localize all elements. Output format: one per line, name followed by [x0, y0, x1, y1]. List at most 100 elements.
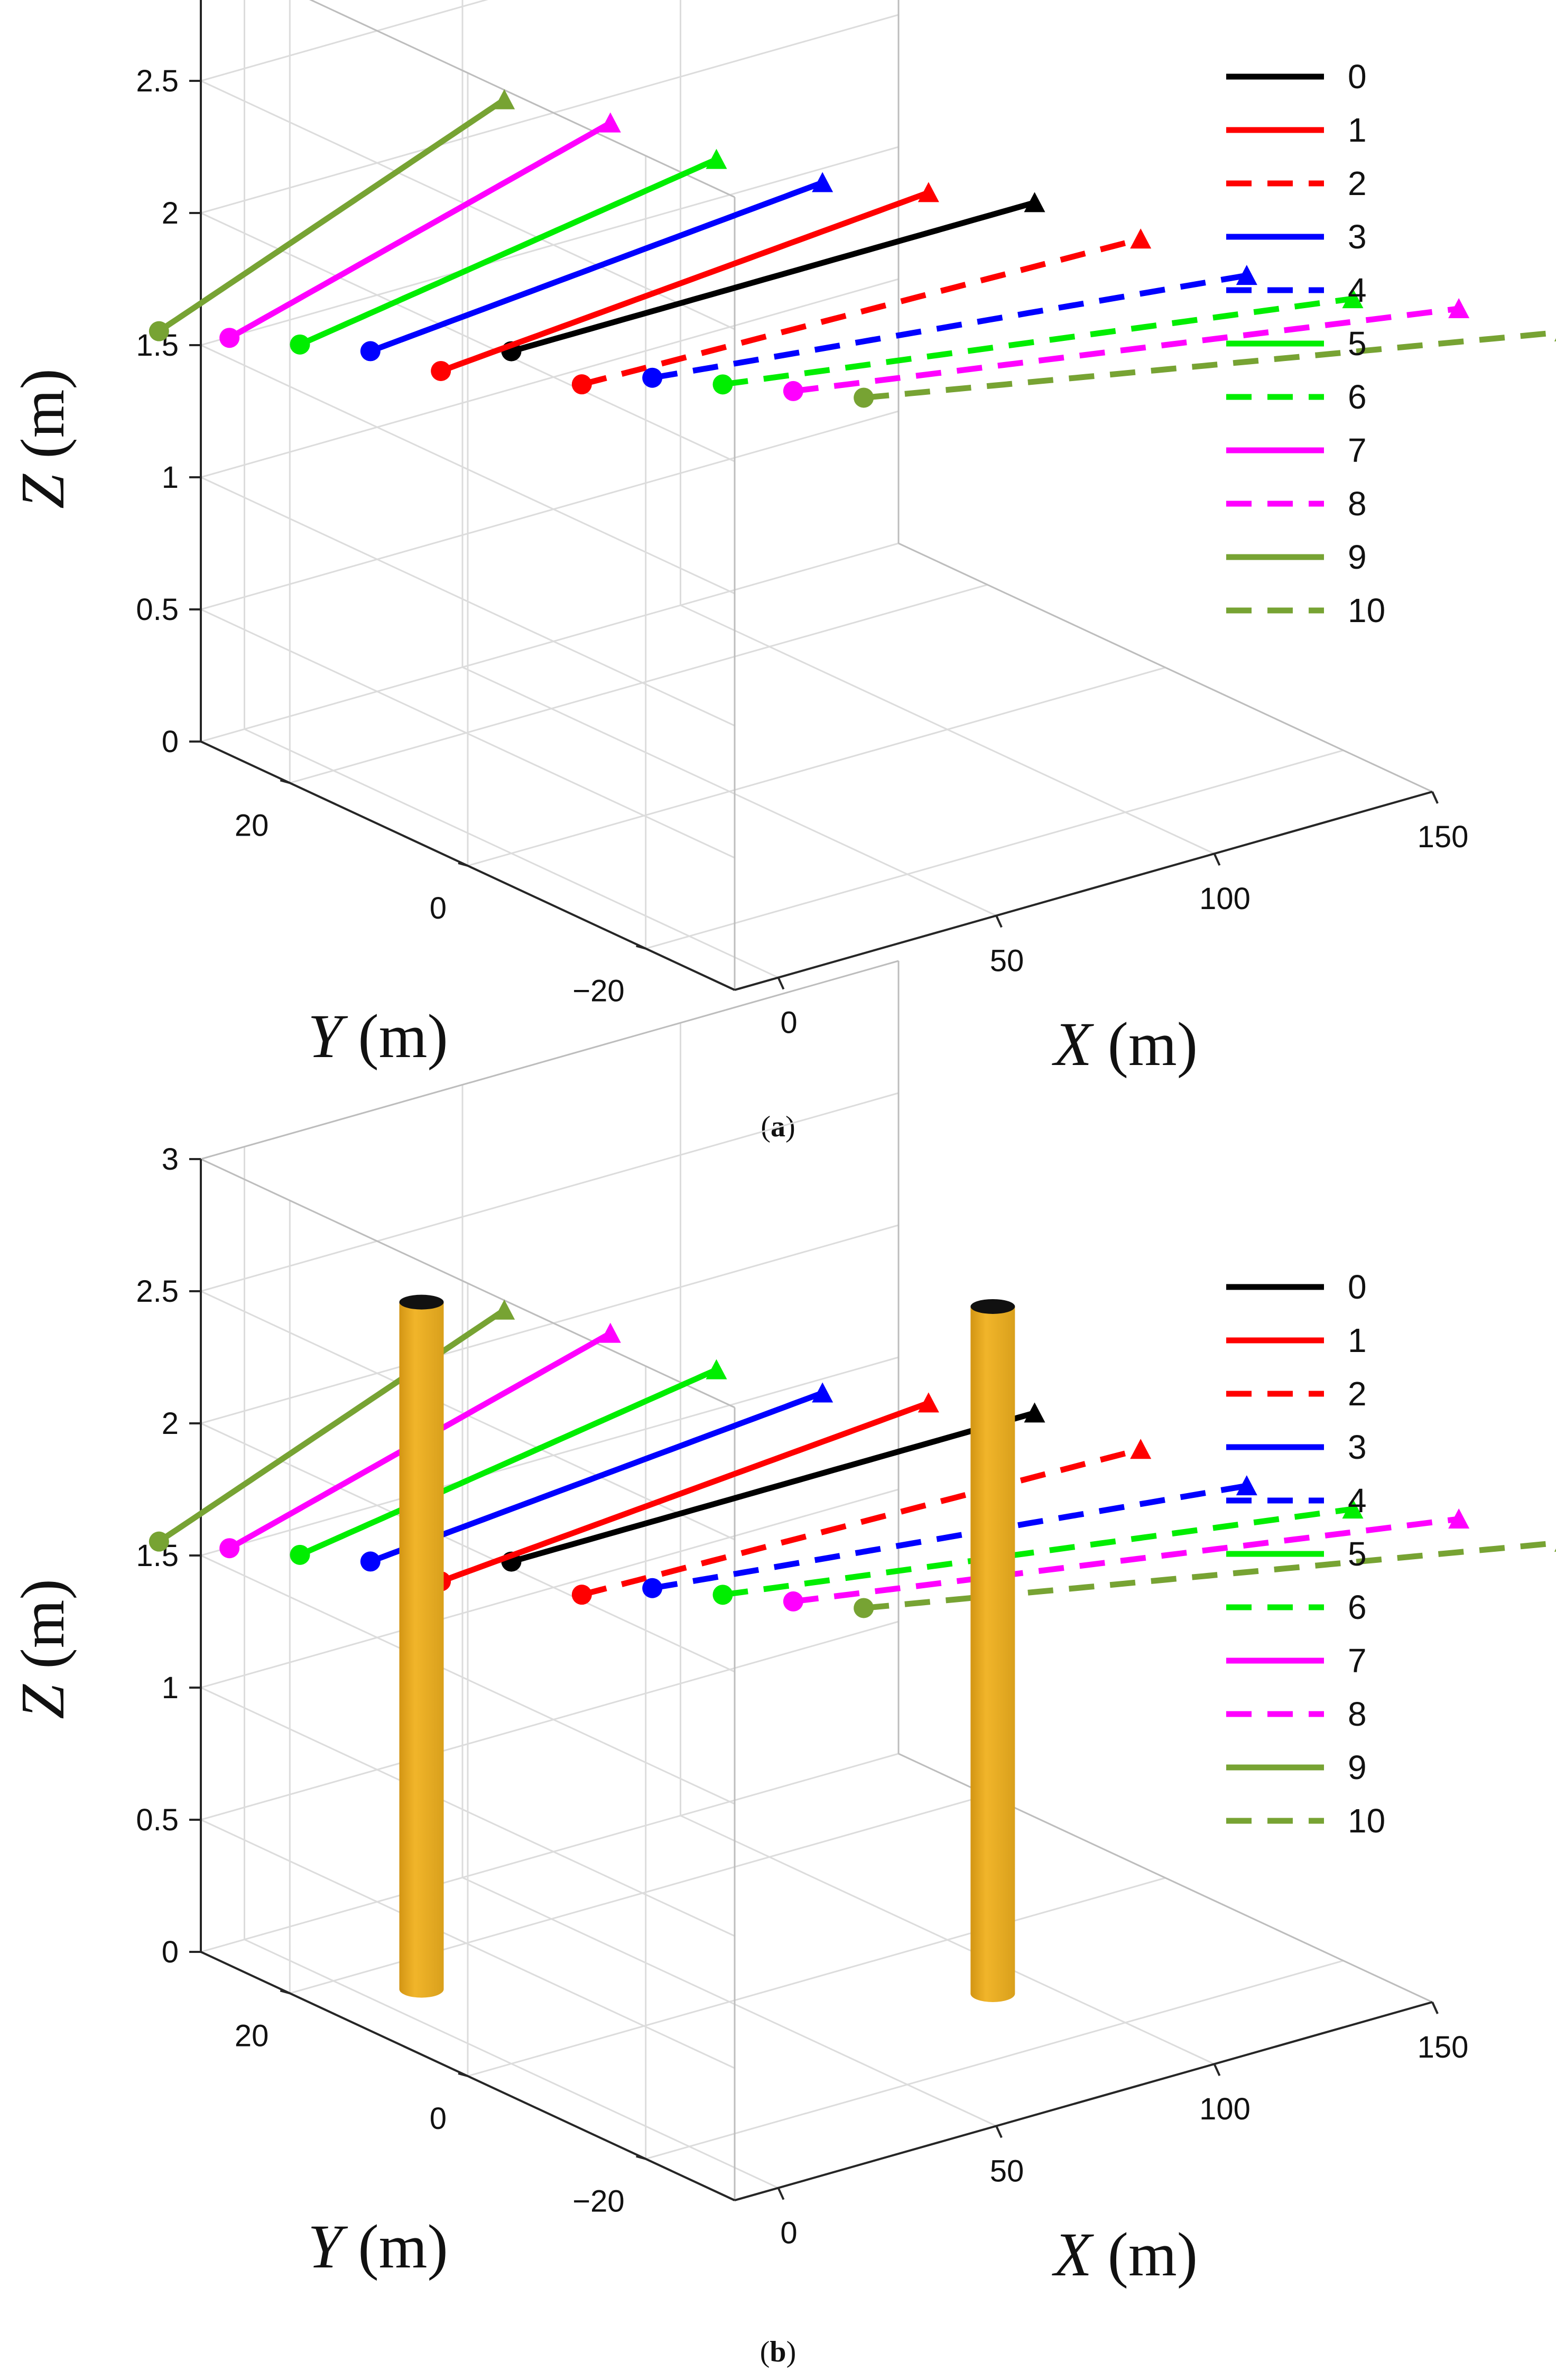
y-axis-label: Y (m)	[308, 1002, 448, 1071]
trajectory-3	[369, 180, 824, 354]
box-edge	[309, 0, 735, 198]
legend-label-7: 7	[1348, 431, 1367, 469]
start-marker-4	[642, 367, 663, 388]
obstacle-body	[970, 1306, 1015, 2002]
end-marker-10	[1554, 1548, 1556, 1552]
end-marker-0	[1024, 192, 1045, 212]
start-marker-5	[290, 334, 310, 355]
grid-line	[645, 749, 1344, 950]
legend-label-1: 1	[1348, 1321, 1367, 1359]
trajectory-5	[299, 156, 718, 347]
legend-label-10: 10	[1348, 1802, 1385, 1840]
end-marker-4	[1236, 1475, 1257, 1496]
grid-line	[200, 1753, 899, 1953]
end-marker-1	[918, 1392, 939, 1413]
grid-line	[467, 666, 1166, 867]
legend-label-9: 9	[1348, 1748, 1367, 1786]
grid-line	[200, 1488, 899, 1689]
trajectories	[149, 89, 1556, 408]
grid-line	[200, 1356, 899, 1557]
y-tick	[280, 779, 290, 784]
trajectory-4	[652, 1483, 1247, 1591]
x-tick-label: 0	[780, 2216, 797, 2251]
x-axis	[734, 791, 1433, 991]
start-marker-4	[642, 1578, 663, 1598]
start-marker-10	[854, 1598, 874, 1618]
end-marker-10	[1554, 338, 1556, 341]
start-marker-3	[360, 341, 381, 362]
start-marker-2	[571, 1585, 592, 1605]
trajectory-0	[510, 200, 1036, 354]
y-tick-label: 0	[430, 2101, 447, 2136]
y-tick	[636, 944, 646, 950]
start-marker-7	[219, 1538, 240, 1559]
trajectory-7	[228, 120, 612, 341]
legend: 0 1 2 3 4 5 6 7 8 9 10	[1226, 58, 1385, 629]
end-marker-0	[1024, 1402, 1045, 1423]
start-marker-3	[360, 1551, 381, 1572]
panel-caption: (b)	[760, 2336, 796, 2368]
legend-label-4: 4	[1348, 1481, 1367, 1520]
z-tick-label: 0.5	[136, 592, 179, 627]
x-tick-label: 100	[1199, 2092, 1251, 2126]
obstacle-2	[970, 1299, 1015, 2002]
end-marker-5	[706, 149, 727, 169]
x-tick-label: 150	[1418, 820, 1469, 854]
legend-label-9: 9	[1348, 538, 1367, 576]
grid-line	[645, 1960, 1344, 2160]
z-tick-label: 0.5	[136, 1803, 179, 1837]
panel-caption: (a)	[761, 1110, 795, 1143]
trajectory-1	[440, 190, 930, 374]
box-edge	[200, 960, 899, 1160]
start-marker-8	[783, 381, 803, 401]
box-edge	[200, 1158, 735, 1409]
z-axis-label: Z (m)	[8, 1579, 77, 1719]
trajectory-9	[157, 97, 506, 334]
x-tick-label: 150	[1418, 2030, 1469, 2064]
grid-line	[200, 0, 489, 82]
z-tick-label: 3	[162, 1142, 179, 1177]
grid-line	[200, 410, 899, 610]
x-tick-label: 0	[780, 1006, 797, 1040]
trajectory-2	[581, 1446, 1142, 1598]
start-marker-5	[290, 1544, 310, 1565]
grid	[200, 960, 1433, 2201]
x-tick	[1213, 2063, 1221, 2077]
grid-line	[289, 584, 988, 784]
start-marker-9	[149, 1531, 169, 1552]
start-marker-2	[571, 374, 592, 395]
end-marker-3	[812, 172, 833, 192]
end-marker-2	[1130, 228, 1152, 249]
legend-label-3: 3	[1348, 218, 1367, 256]
end-marker-8	[1448, 1508, 1470, 1529]
x-axis	[734, 2001, 1433, 2201]
grid-line	[467, 1877, 1166, 2077]
end-marker-7	[599, 112, 621, 133]
z-tick-label: 1	[162, 460, 179, 495]
legend-label-8: 8	[1348, 1695, 1367, 1733]
trajectory-8	[793, 305, 1459, 394]
trajectory-2	[581, 236, 1142, 387]
y-tick	[280, 1989, 290, 1995]
y-axis-label: Y (m)	[308, 2212, 448, 2281]
legend-label-1: 1	[1348, 111, 1367, 149]
x-axis-label: X (m)	[1052, 2220, 1198, 2289]
grid-line	[200, 146, 899, 346]
end-marker-4	[1236, 265, 1257, 285]
legend-label-0: 0	[1348, 1268, 1367, 1306]
start-marker-1	[431, 360, 451, 381]
z-tick-label: 0	[162, 725, 179, 759]
x-tick	[1213, 853, 1221, 866]
grid-line	[200, 1092, 899, 1292]
trajectory-5	[299, 1367, 718, 1558]
trajectories	[149, 1299, 1556, 1618]
end-marker-9	[494, 89, 515, 109]
y-tick	[458, 2072, 468, 2077]
end-marker-7	[599, 1322, 621, 1343]
legend-label-3: 3	[1348, 1428, 1367, 1466]
z-tick-label: 2.5	[136, 64, 179, 98]
legend-label-2: 2	[1348, 164, 1367, 202]
